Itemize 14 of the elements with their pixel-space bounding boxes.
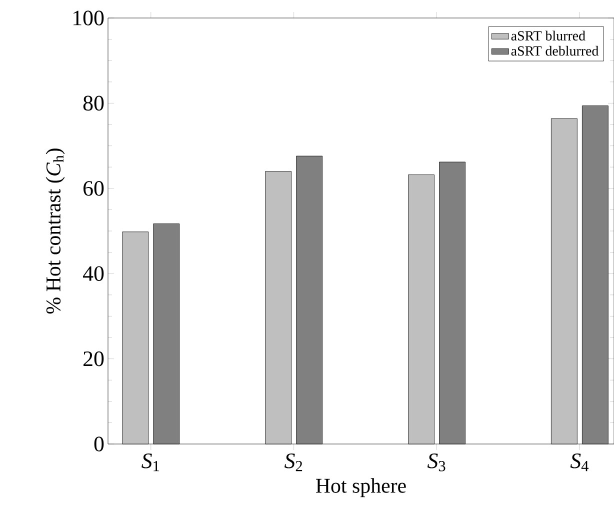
y-tick-label: 100 — [74, 10, 104, 26]
legend-label: aSRT deblurred — [511, 46, 599, 56]
y-tick-label: 60 — [84, 181, 104, 196]
x-tick-label: S$_{4}$ — [570, 454, 589, 472]
x-tick-label: S$_{2}$ — [284, 454, 302, 472]
x-tick-label: S$_{3}$ — [427, 454, 446, 472]
legend-label: aSRT blurred — [511, 30, 586, 41]
y-tick-label: 0 — [94, 436, 104, 452]
y-tick-label: 20 — [84, 351, 104, 366]
y-axis-title: % Hot contrast (C$_{h}$) — [46, 148, 65, 314]
y-tick-label: 40 — [82, 266, 104, 281]
y-tick-label: 80 — [83, 96, 104, 111]
x-tick-label: S$_{1}$ — [142, 454, 160, 472]
x-axis-title: Hot sphere — [316, 478, 406, 498]
